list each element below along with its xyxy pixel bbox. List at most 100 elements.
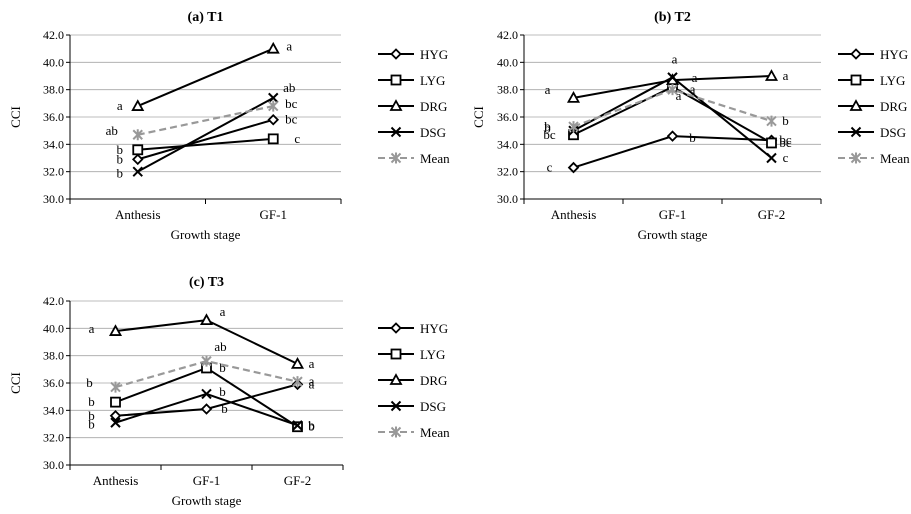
- series-line: [137, 96, 274, 173]
- y-tick-label: 32.0: [497, 165, 518, 179]
- data-point: [268, 100, 279, 112]
- x-tick-label: Anthesis: [551, 207, 597, 222]
- chart-title: (c) T3: [189, 275, 224, 290]
- data-point: [200, 403, 213, 415]
- series-lyg: bbb: [88, 360, 315, 434]
- data-point: [766, 137, 777, 149]
- legend-label: LYG: [420, 347, 445, 362]
- data-point: [199, 313, 214, 326]
- y-tick-label: 38.0: [497, 83, 518, 97]
- chart-panel-2: 30.0 32.0 34.0 36.0 38.0 40.0 42.0 Anthesis GF-1…: [471, 10, 910, 242]
- data-label: a: [692, 70, 698, 85]
- y-tick-label: 30.0: [497, 192, 518, 206]
- legend-marker: [390, 322, 402, 334]
- legend-label: DRG: [880, 99, 907, 114]
- data-label: a: [309, 356, 315, 371]
- series-dsg: b a c: [544, 51, 788, 165]
- legend-label: Mean: [420, 425, 450, 440]
- data-label: b: [88, 408, 95, 423]
- legend-marker: [390, 74, 402, 86]
- y-tick-label: 30.0: [43, 192, 64, 206]
- y-tick-label: 40.0: [43, 55, 64, 69]
- chart-title: (b) T2: [654, 10, 691, 25]
- data-label: b: [689, 130, 696, 145]
- data-label: b: [782, 113, 789, 128]
- data-label: a: [545, 82, 551, 97]
- y-tick-label: 42.0: [43, 294, 64, 308]
- x-axis-label: Growth stage: [638, 227, 708, 242]
- x-axis-label: Growth stage: [171, 227, 241, 242]
- legend-label: HYG: [880, 47, 908, 62]
- data-point: [109, 410, 122, 422]
- legend: HYG LYG DRG DSG Mean: [838, 47, 910, 166]
- x-tick-label: GF-2: [284, 473, 311, 488]
- data-point: [766, 152, 777, 164]
- data-label: b: [88, 417, 95, 432]
- x-tick-label: GF-1: [659, 207, 686, 222]
- series-mean: b ab a: [86, 339, 315, 393]
- legend: HYG LYG DRG DSG Mean: [378, 321, 450, 440]
- data-point: [201, 388, 212, 400]
- legend-marker: [389, 373, 403, 385]
- legend-marker: [390, 152, 402, 164]
- legend-label: DRG: [420, 373, 447, 388]
- data-point: [766, 115, 777, 127]
- data-point: [568, 121, 579, 133]
- legend-marker: [390, 426, 402, 438]
- legend-label: HYG: [420, 321, 448, 336]
- chart-panel-1: 30.0 32.0 34.0 36.0 38.0 40.0 42.0 Anthesis GF-1…: [8, 10, 450, 242]
- x-tick-label: Anthesis: [93, 473, 139, 488]
- data-label: a: [676, 88, 682, 103]
- x-tick-label: GF-1: [260, 207, 287, 222]
- y-tick-label: 40.0: [497, 55, 518, 69]
- data-label: b: [219, 384, 226, 399]
- data-label: b: [308, 419, 315, 434]
- legend-label: LYG: [420, 73, 445, 88]
- data-point: [110, 381, 121, 393]
- data-point: [292, 420, 303, 431]
- data-label: c: [783, 150, 789, 165]
- series-dsg: bbb: [88, 384, 315, 432]
- data-point: [268, 92, 279, 104]
- data-label: a: [220, 304, 226, 319]
- series-line: [137, 104, 274, 136]
- legend: HYG LYG DRG DSG Mean: [378, 47, 450, 166]
- data-point: [132, 129, 143, 141]
- legend-label: DRG: [420, 99, 447, 114]
- data-point: [132, 166, 143, 177]
- data-label: b: [308, 417, 315, 432]
- legend-marker: [850, 126, 862, 138]
- legend-marker: [849, 99, 863, 111]
- legend-marker: [390, 400, 402, 412]
- data-label: a: [672, 51, 678, 66]
- series-lyg: bc: [117, 131, 301, 157]
- legend-marker: [389, 99, 403, 111]
- data-label: a: [89, 321, 95, 336]
- data-point: [131, 153, 144, 166]
- y-tick-label: 36.0: [43, 110, 64, 124]
- y-axis-label: CCI: [471, 106, 486, 128]
- y-axis-label: CCI: [8, 106, 23, 128]
- x-axis-label: Growth stage: [172, 493, 242, 508]
- data-point: [132, 144, 144, 156]
- data-label: bc: [543, 127, 556, 142]
- data-label: ab: [214, 339, 226, 354]
- data-point: [108, 324, 123, 336]
- y-tick-label: 36.0: [497, 110, 518, 124]
- y-tick-label: 30.0: [43, 458, 64, 472]
- data-point: [201, 355, 212, 367]
- data-label: a: [286, 39, 292, 54]
- y-tick-label: 38.0: [43, 83, 64, 97]
- data-label: c: [294, 131, 300, 146]
- data-point: [290, 357, 305, 369]
- data-label: b: [117, 166, 124, 181]
- series-line: [137, 47, 274, 107]
- data-point: [667, 84, 678, 96]
- data-point: [267, 133, 279, 145]
- legend-label: DSG: [420, 399, 446, 414]
- x-tick-label: GF-1: [193, 473, 220, 488]
- data-label: b: [219, 360, 226, 375]
- data-label: ab: [106, 123, 118, 138]
- data-point: [567, 161, 580, 174]
